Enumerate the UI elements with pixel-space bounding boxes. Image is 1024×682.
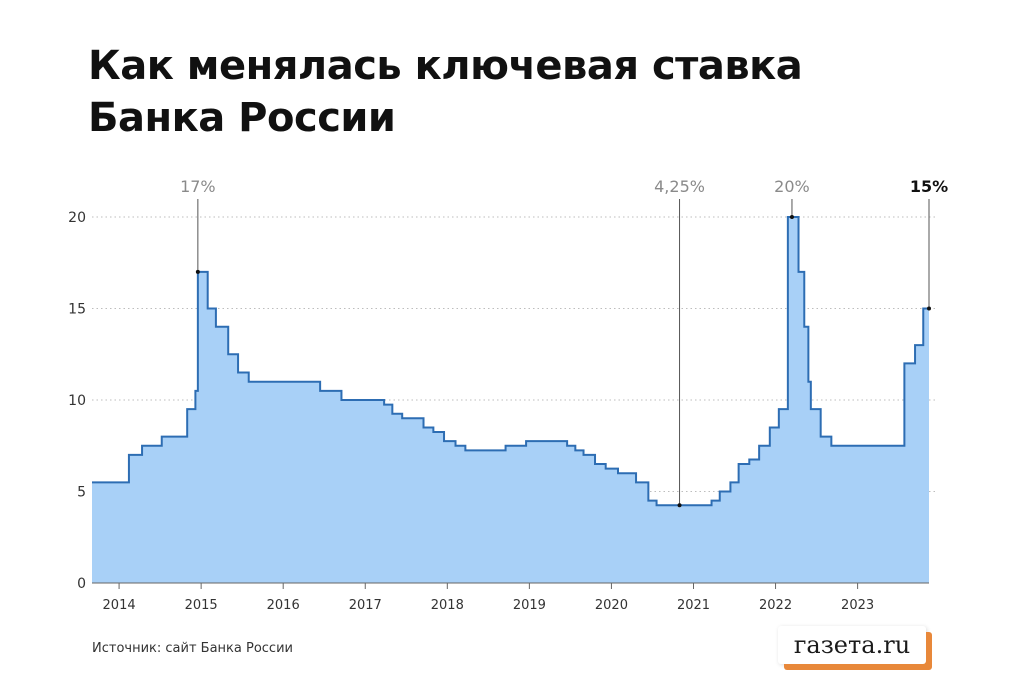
chart-title: Как менялась ключевая ставка Банка Росси… <box>88 40 803 144</box>
annotation-dot <box>927 306 931 311</box>
annotation-label: 15% <box>910 177 948 196</box>
x-tick-label: 2017 <box>349 598 382 613</box>
annotations: 17% 4,25% 20% 15% <box>180 177 948 508</box>
x-tick-label: 2019 <box>513 598 546 613</box>
x-tick-label: 2022 <box>759 598 792 613</box>
x-tick-label: 2023 <box>841 598 874 613</box>
source-note: Источник: сайт Банка России <box>92 641 293 656</box>
annotation-label: 4,25% <box>654 177 705 196</box>
x-tick-label: 2021 <box>677 598 710 613</box>
annotation-dot <box>789 215 794 219</box>
chart-title-line2: Банка России <box>88 95 396 141</box>
y-tick-label: 5 <box>77 485 86 501</box>
annotation-label: 17% <box>180 177 216 196</box>
rate-line <box>92 216 929 507</box>
annotation-dot <box>677 503 682 508</box>
annotation-label: 20% <box>774 177 810 196</box>
y-tick-label: 10 <box>68 393 86 409</box>
axes: 0 5 10 15 20 2014 2015 2016 2017 2018 2019 2020 2021… <box>68 210 929 613</box>
gazeta-logo[interactable]: газета.ru <box>778 626 926 664</box>
x-tick-label: 2014 <box>103 598 136 613</box>
x-tick-label: 2020 <box>595 598 628 613</box>
rate-series <box>92 216 929 583</box>
x-tick-label: 2018 <box>431 598 464 613</box>
y-tick-label: 0 <box>77 576 86 592</box>
x-tick-label: 2016 <box>267 598 300 613</box>
annotation-dot <box>195 269 200 274</box>
x-tick-label: 2015 <box>185 598 218 613</box>
y-tick-label: 20 <box>68 210 86 226</box>
chart-title-line1: Как менялась ключевая ставка <box>88 43 803 89</box>
y-tick-label: 15 <box>68 302 86 318</box>
